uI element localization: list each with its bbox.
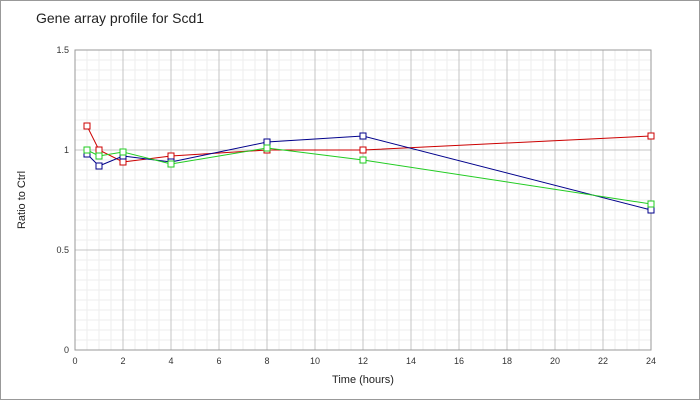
series-2 — [83, 132, 655, 214]
x-tick-label: 4 — [168, 356, 173, 366]
x-tick-label: 24 — [646, 356, 656, 366]
series-2-marker — [263, 138, 271, 146]
series-3-marker — [167, 160, 175, 168]
x-tick-label: 8 — [264, 356, 269, 366]
series-group — [83, 122, 655, 214]
series-1-marker — [167, 152, 175, 160]
series-3-marker — [119, 148, 127, 156]
series-3-marker — [263, 144, 271, 152]
series-3-marker — [83, 146, 91, 154]
y-tick-label: 0 — [64, 345, 69, 355]
x-tick-label: 18 — [502, 356, 512, 366]
series-2-marker — [647, 206, 655, 214]
series-3-marker — [95, 152, 103, 160]
x-tick-label: 10 — [310, 356, 320, 366]
x-tick-label: 22 — [598, 356, 608, 366]
series-3 — [83, 144, 655, 208]
x-tick-label: 12 — [358, 356, 368, 366]
series-2-marker — [359, 132, 367, 140]
x-tick-label: 2 — [120, 356, 125, 366]
x-tick-label: 0 — [72, 356, 77, 366]
series-1-marker — [647, 132, 655, 140]
x-tick-label: 14 — [406, 356, 416, 366]
x-tick-label: 20 — [550, 356, 560, 366]
chart-title: Gene array profile for Scd1 — [36, 10, 205, 26]
series-1-marker — [83, 122, 91, 130]
series-3-marker — [359, 156, 367, 164]
x-tick-label: 6 — [216, 356, 221, 366]
y-tick-label: 1 — [64, 145, 69, 155]
series-2-line — [86, 135, 652, 211]
y-axis-label: Ratio to Ctrl — [16, 171, 28, 229]
plot-area-border — [74, 49, 652, 351]
series-2-marker — [95, 162, 103, 170]
series-3-marker — [647, 200, 655, 208]
x-axis-label: Time (hours) — [332, 374, 394, 386]
series-1-marker — [95, 146, 103, 154]
y-tick-label: 0.5 — [56, 245, 69, 255]
series-1-marker — [359, 146, 367, 154]
y-tick-label: 1.5 — [56, 45, 69, 55]
x-tick-label: 16 — [454, 356, 464, 366]
series-1-marker — [119, 158, 127, 166]
